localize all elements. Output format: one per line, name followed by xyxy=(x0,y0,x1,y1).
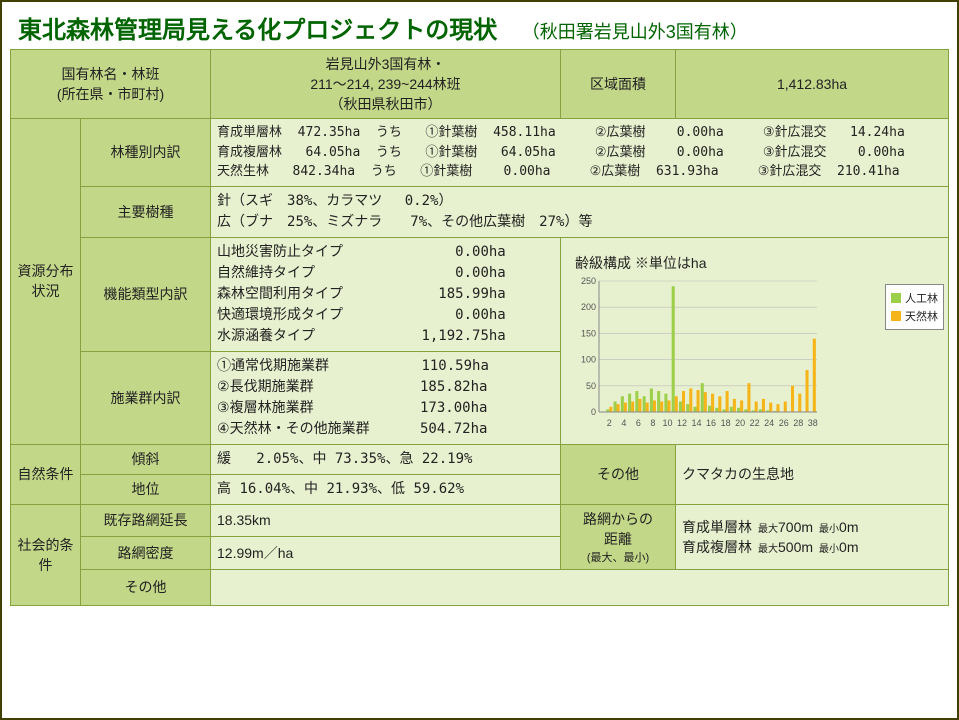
forest-type-breakdown-value: 育成単層林 472.35ha うち ①針葉樹 458.11ha ②広葉樹 0.0… xyxy=(211,119,949,187)
natural-other-label: その他 xyxy=(561,444,676,504)
svg-text:250: 250 xyxy=(581,276,596,286)
svg-text:20: 20 xyxy=(735,418,745,428)
resource-section-label: 資源分布状況 xyxy=(11,119,81,445)
road-density-value: 12.99m／ha xyxy=(211,537,561,570)
page-title-main: 東北森林管理局見える化プロジェクトの現状 xyxy=(18,17,497,44)
svg-text:0: 0 xyxy=(591,407,596,417)
area-label: 区域面積 xyxy=(561,50,676,119)
svg-text:10: 10 xyxy=(662,418,672,428)
function-type-label: 機能類型内訳 xyxy=(81,237,211,351)
road-length-value: 18.35km xyxy=(211,504,561,537)
svg-text:38: 38 xyxy=(808,418,818,428)
social-other-value xyxy=(211,569,949,605)
main-species-value: 針（スギ 38%、カラマツ 0.2%） 広（ブナ 25%、ミズナラ 7%、その他… xyxy=(211,186,949,237)
svg-text:2: 2 xyxy=(607,418,612,428)
svg-text:26: 26 xyxy=(779,418,789,428)
social-section-label: 社会的条件 xyxy=(11,504,81,605)
svg-text:28: 28 xyxy=(793,418,803,428)
svg-text:8: 8 xyxy=(650,418,655,428)
road-distance-value: 育成単層林最大700m最小0m育成複層林最大500m最小0m xyxy=(676,504,949,569)
function-type-value: 山地災害防止タイプ 0.00ha 自然維持タイプ 0.00ha 森林空間利用タイ… xyxy=(211,237,561,351)
road-length-label: 既存路網延長 xyxy=(81,504,211,537)
title-bar: 東北森林管理局見える化プロジェクトの現状 （秋田署岩見山外3国有林） xyxy=(2,2,957,49)
natural-other-value: クマタカの生息地 xyxy=(676,444,949,504)
svg-text:22: 22 xyxy=(750,418,760,428)
svg-text:50: 50 xyxy=(586,381,596,391)
svg-text:200: 200 xyxy=(581,302,596,312)
distance-row: 育成複層林最大500m最小0m xyxy=(682,537,942,557)
forest-name-value: 岩見山外3国有林・ 211～214, 239~244林班 （秋田県秋田市） xyxy=(211,50,561,119)
svg-text:4: 4 xyxy=(621,418,626,428)
svg-text:12: 12 xyxy=(677,418,687,428)
main-table: 国有林名・林班 (所在県・市町村) 岩見山外3国有林・ 211～214, 239… xyxy=(10,49,949,606)
age-class-chart: 0501001502002502468101214161820222426283… xyxy=(567,275,877,430)
slope-value: 緩 2.05%、中 73.35%、急 22.19% xyxy=(211,444,561,474)
svg-text:150: 150 xyxy=(581,328,596,338)
site-class-label: 地位 xyxy=(81,474,211,504)
distance-row: 育成単層林最大700m最小0m xyxy=(682,517,942,537)
svg-text:14: 14 xyxy=(692,418,702,428)
road-density-label: 路網密度 xyxy=(81,537,211,570)
social-other-label: その他 xyxy=(81,569,211,605)
slope-label: 傾斜 xyxy=(81,444,211,474)
svg-text:18: 18 xyxy=(721,418,731,428)
operation-group-value: ①通常伐期施業群 110.59ha ②長伐期施業群 185.82ha ③複層林施… xyxy=(211,351,561,444)
main-species-label: 主要樹種 xyxy=(81,186,211,237)
page-title-sub: （秋田署岩見山外3国有林） xyxy=(522,22,748,42)
forest-type-breakdown-label: 林種別内訳 xyxy=(81,119,211,187)
age-class-chart-cell: 齢級構成 ※単位はha 0501001502002502468101214161… xyxy=(561,237,949,444)
operation-group-label: 施業群内訳 xyxy=(81,351,211,444)
area-value: 1,412.83ha xyxy=(676,50,949,119)
svg-text:100: 100 xyxy=(581,355,596,365)
road-distance-label: 路網からの 距離 (最大、最小) xyxy=(561,504,676,569)
forest-name-label: 国有林名・林班 (所在県・市町村) xyxy=(11,50,211,119)
chart-legend: 人工林 天然林 xyxy=(885,284,944,330)
page-root: 東北森林管理局見える化プロジェクトの現状 （秋田署岩見山外3国有林） 国有林名・… xyxy=(0,0,959,720)
svg-text:16: 16 xyxy=(706,418,716,428)
svg-text:24: 24 xyxy=(764,418,774,428)
natural-section-label: 自然条件 xyxy=(11,444,81,504)
site-class-value: 高 16.04%、中 21.93%、低 59.62% xyxy=(211,474,561,504)
chart-title: 齢級構成 ※単位はha xyxy=(575,253,942,273)
svg-text:6: 6 xyxy=(636,418,641,428)
